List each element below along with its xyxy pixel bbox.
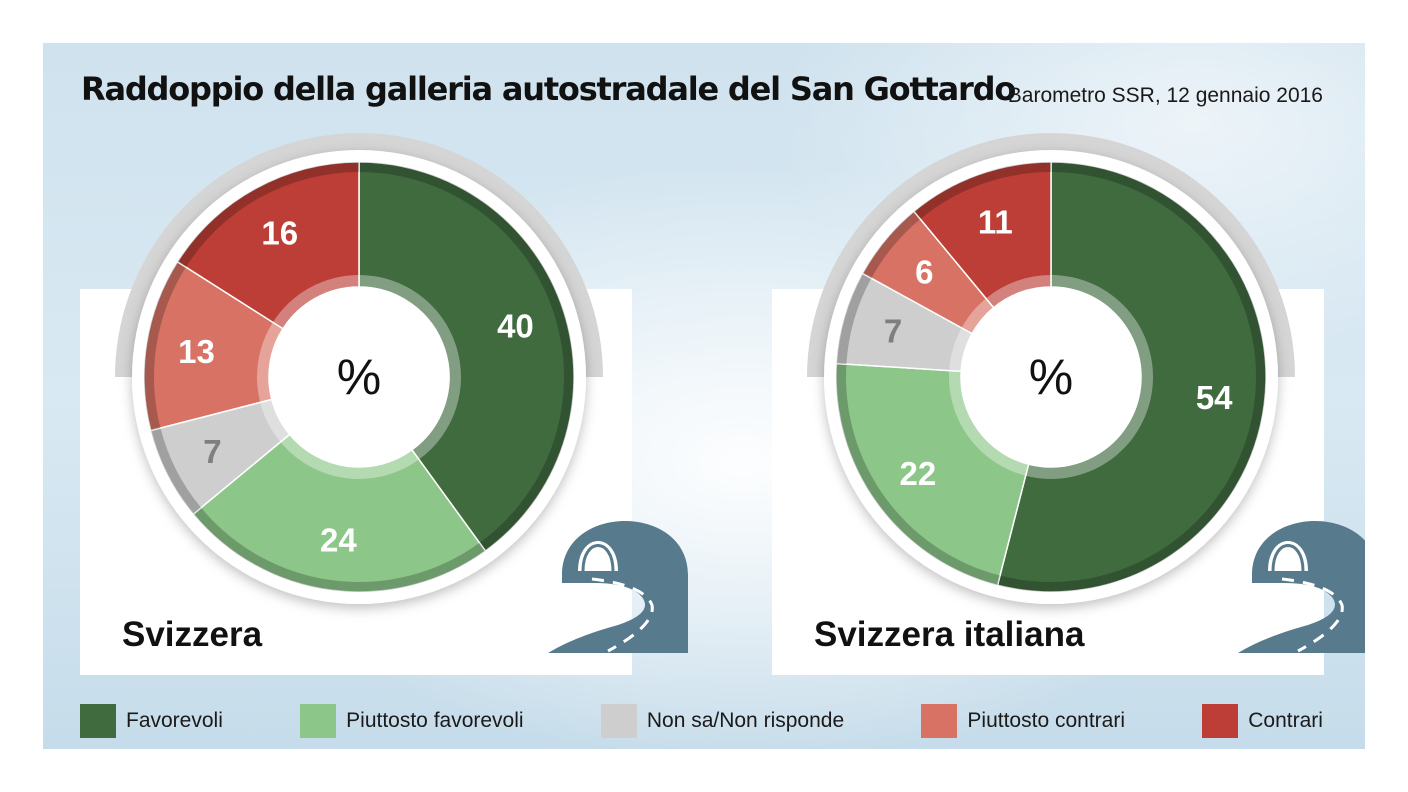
pie-slice-contrari: [176, 161, 360, 330]
donut-hole: [283, 301, 435, 453]
pie-value-label-contrari: 11: [978, 204, 1013, 241]
pie-value-label-favorevoli: 54: [1196, 379, 1233, 416]
legend-swatch-piuttosto-contrari: [921, 704, 958, 738]
infographic-panel: Raddoppio della galleria autostradale de…: [43, 43, 1365, 749]
pie-slice-piuttosto-favorevoli: [835, 362, 1030, 587]
legend-label-favorevoli: Favorevoli: [126, 709, 223, 732]
pie-value-label-non-sa: 7: [884, 313, 902, 350]
tunnel-road-icon: [548, 521, 688, 653]
legend-swatch-contrari: [1202, 704, 1239, 738]
pie-slice-favorevoli: [996, 161, 1267, 593]
legend-swatch-favorevoli: [80, 704, 116, 738]
gauge-arch: [807, 133, 1295, 378]
pie-title-svizzera: Svizzera: [122, 615, 263, 654]
pie-chart-svizzera-italiana: 54 22 76 11%: [807, 133, 1295, 604]
legend-label-non-sa: Non sa/Non risponde: [646, 709, 845, 732]
chart-subtitle: Barometro SSR, 12 gennaio 2016: [1007, 84, 1323, 107]
tunnel-road-icon: [1238, 521, 1365, 653]
pie-slice-piuttosto-contrari: [143, 260, 285, 432]
pie-slice-favorevoli: [358, 161, 575, 552]
legend: Favorevoli Piuttosto favorevoli Non sa/N…: [80, 703, 1323, 739]
legend-label-contrari: Contrari: [1248, 709, 1323, 732]
legend-item-contrari: Contrari: [1202, 704, 1323, 738]
pie-value-label-piuttosto-favorevoli: 24: [320, 522, 357, 559]
pie-value-label-contrari: 16: [261, 214, 298, 251]
legend-item-non-sa: Non sa/Non risponde: [600, 704, 845, 738]
legend-item-favorevoli: Favorevoli: [80, 704, 223, 738]
pie-center-label: %: [1029, 349, 1073, 405]
pie-value-label-piuttosto-contrari: 13: [178, 333, 215, 370]
pie-value-label-non-sa: 7: [203, 433, 221, 470]
legend-label-piuttosto-contrari: Piuttosto contrari: [967, 709, 1125, 732]
pie-slice-contrari: [912, 161, 1052, 309]
pie-value-label-piuttosto-contrari: 6: [915, 254, 933, 291]
pie-slice-piuttosto-contrari: [861, 210, 995, 335]
legend-swatch-non-sa: [600, 704, 637, 738]
pie-value-label-piuttosto-favorevoli: 22: [900, 455, 937, 492]
donut-hole: [975, 301, 1127, 453]
gauge-arch: [115, 133, 603, 378]
legend-item-piuttosto-favorevoli: Piuttosto favorevoli: [300, 704, 524, 738]
legend-label-piuttosto-favorevoli: Piuttosto favorevoli: [346, 709, 524, 732]
legend-item-piuttosto-contrari: Piuttosto contrari: [921, 704, 1125, 738]
pie-center-label: %: [337, 349, 381, 405]
chart-title: Raddoppio della galleria autostradale de…: [81, 70, 1016, 108]
pie-slice-piuttosto-favorevoli: [192, 433, 487, 593]
pie-value-label-favorevoli: 40: [497, 308, 534, 345]
legend-swatch-piuttosto-favorevoli: [300, 704, 337, 738]
pie-chart-svizzera: 40 24 7 13 16%: [115, 133, 603, 604]
pie-title-svizzera-italiana: Svizzera italiana: [814, 615, 1085, 654]
